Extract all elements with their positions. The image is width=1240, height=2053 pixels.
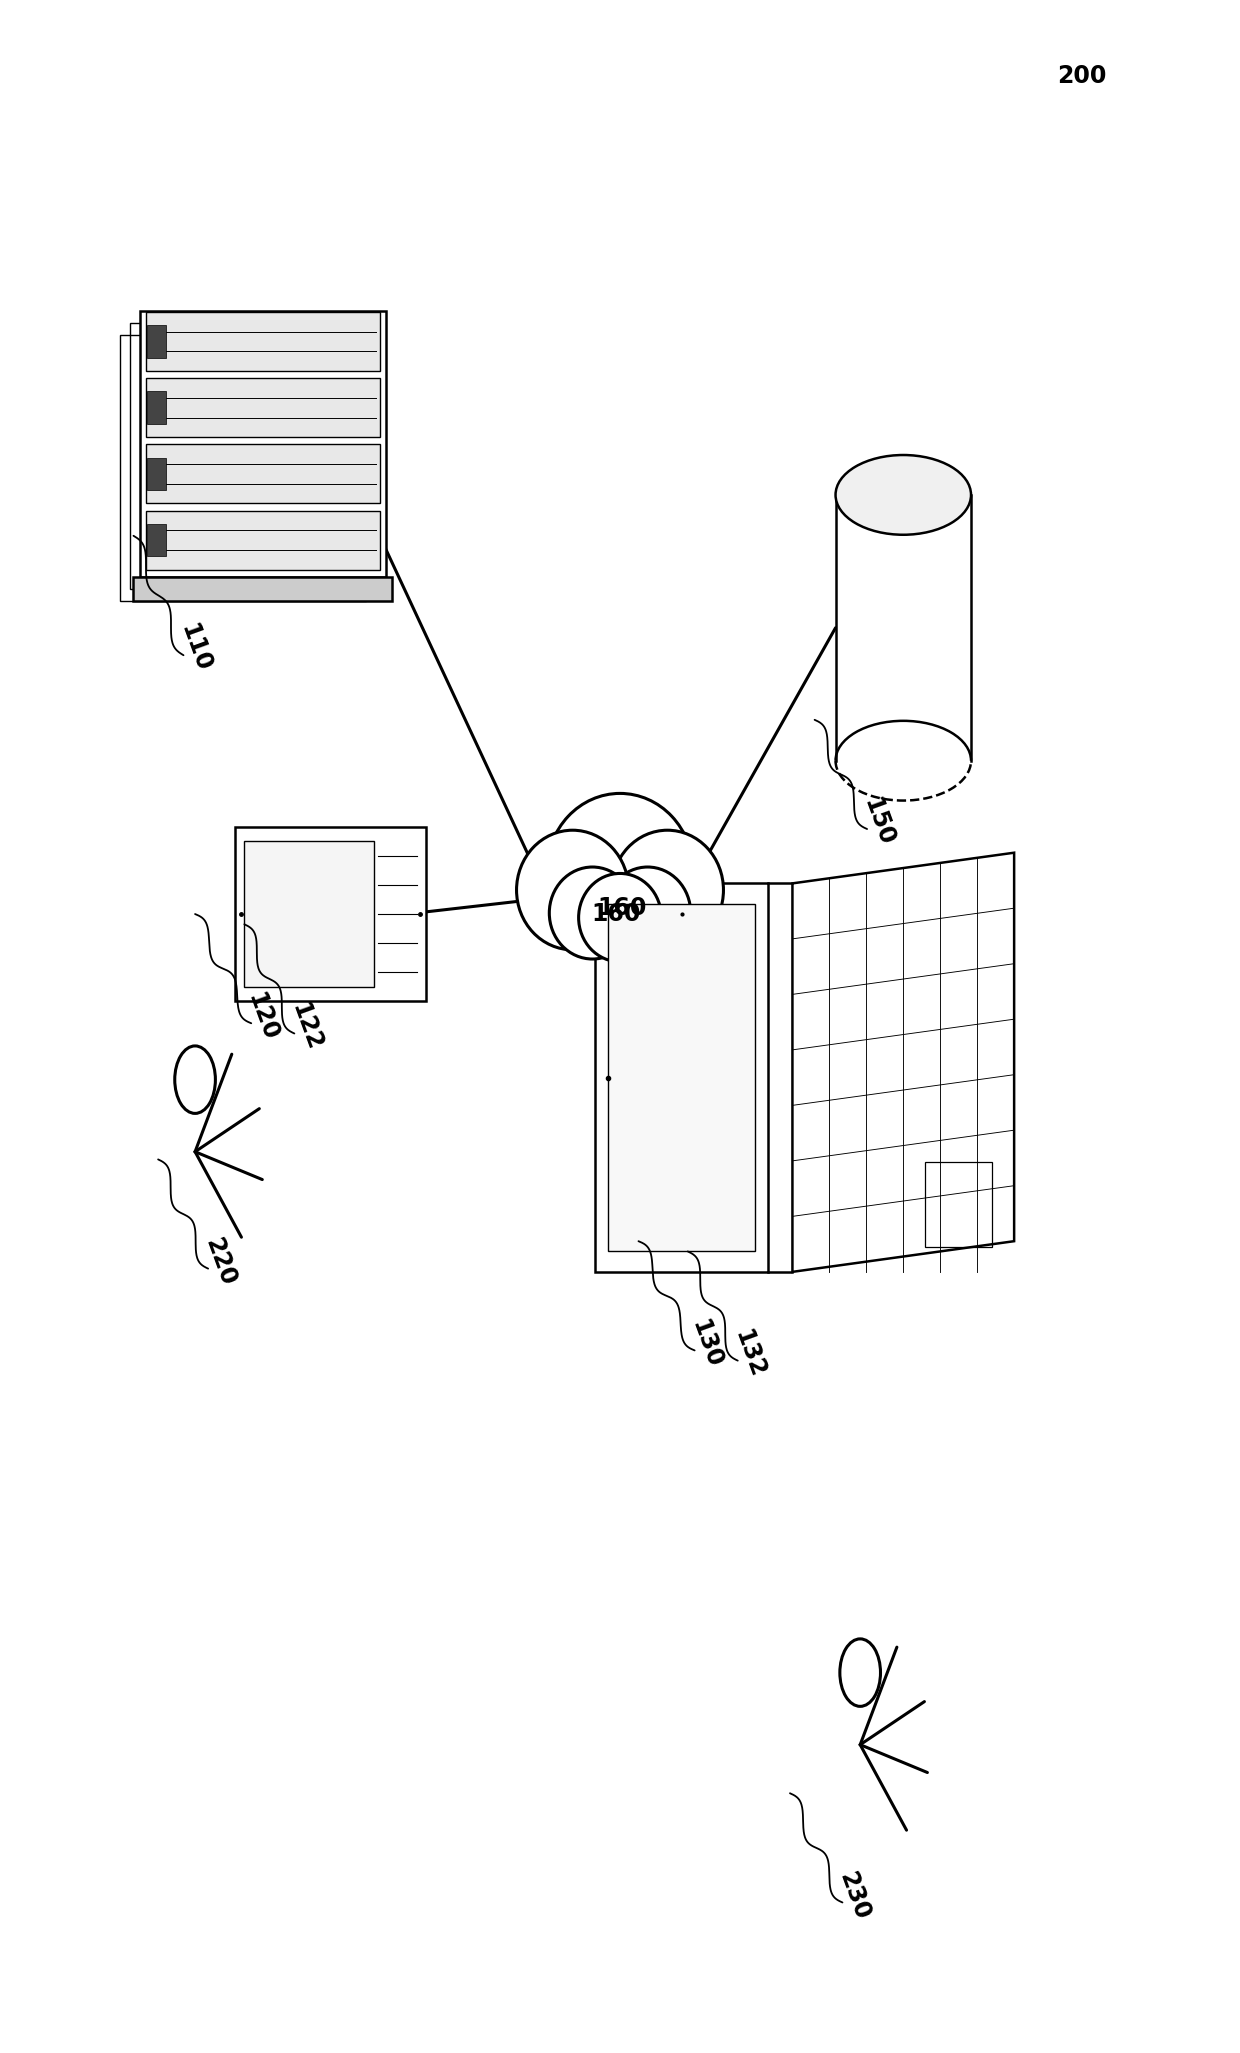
Bar (925, 1162, 992, 1248)
Polygon shape (792, 852, 1014, 1273)
Text: 200: 200 (1058, 64, 1106, 88)
Text: 160: 160 (598, 895, 647, 920)
Bar (130, 322, 376, 589)
Bar (146, 511, 379, 569)
Bar (148, 524, 165, 556)
Text: 150: 150 (859, 795, 898, 850)
Text: 120: 120 (243, 990, 283, 1043)
Bar (146, 443, 379, 503)
Ellipse shape (604, 866, 691, 959)
Bar (148, 324, 165, 357)
Bar (140, 310, 386, 577)
Ellipse shape (579, 873, 661, 961)
Bar (608, 903, 755, 1252)
Ellipse shape (611, 829, 723, 951)
Text: 220: 220 (200, 1234, 239, 1289)
Text: 110: 110 (175, 620, 215, 675)
Text: 230: 230 (835, 1868, 874, 1924)
Ellipse shape (836, 456, 971, 534)
Text: 160: 160 (591, 901, 641, 926)
Ellipse shape (517, 829, 629, 951)
Bar (120, 335, 366, 602)
Bar (146, 378, 379, 437)
Ellipse shape (549, 866, 636, 959)
Bar (134, 577, 392, 602)
Bar (236, 827, 427, 1002)
Text: 130: 130 (687, 1316, 725, 1371)
Text: 132: 132 (729, 1326, 769, 1382)
Bar (148, 392, 165, 425)
Bar (244, 842, 373, 987)
Bar (148, 458, 165, 491)
Ellipse shape (547, 792, 693, 951)
Bar (146, 312, 379, 372)
Bar (595, 883, 768, 1273)
Text: 122: 122 (286, 1000, 326, 1053)
